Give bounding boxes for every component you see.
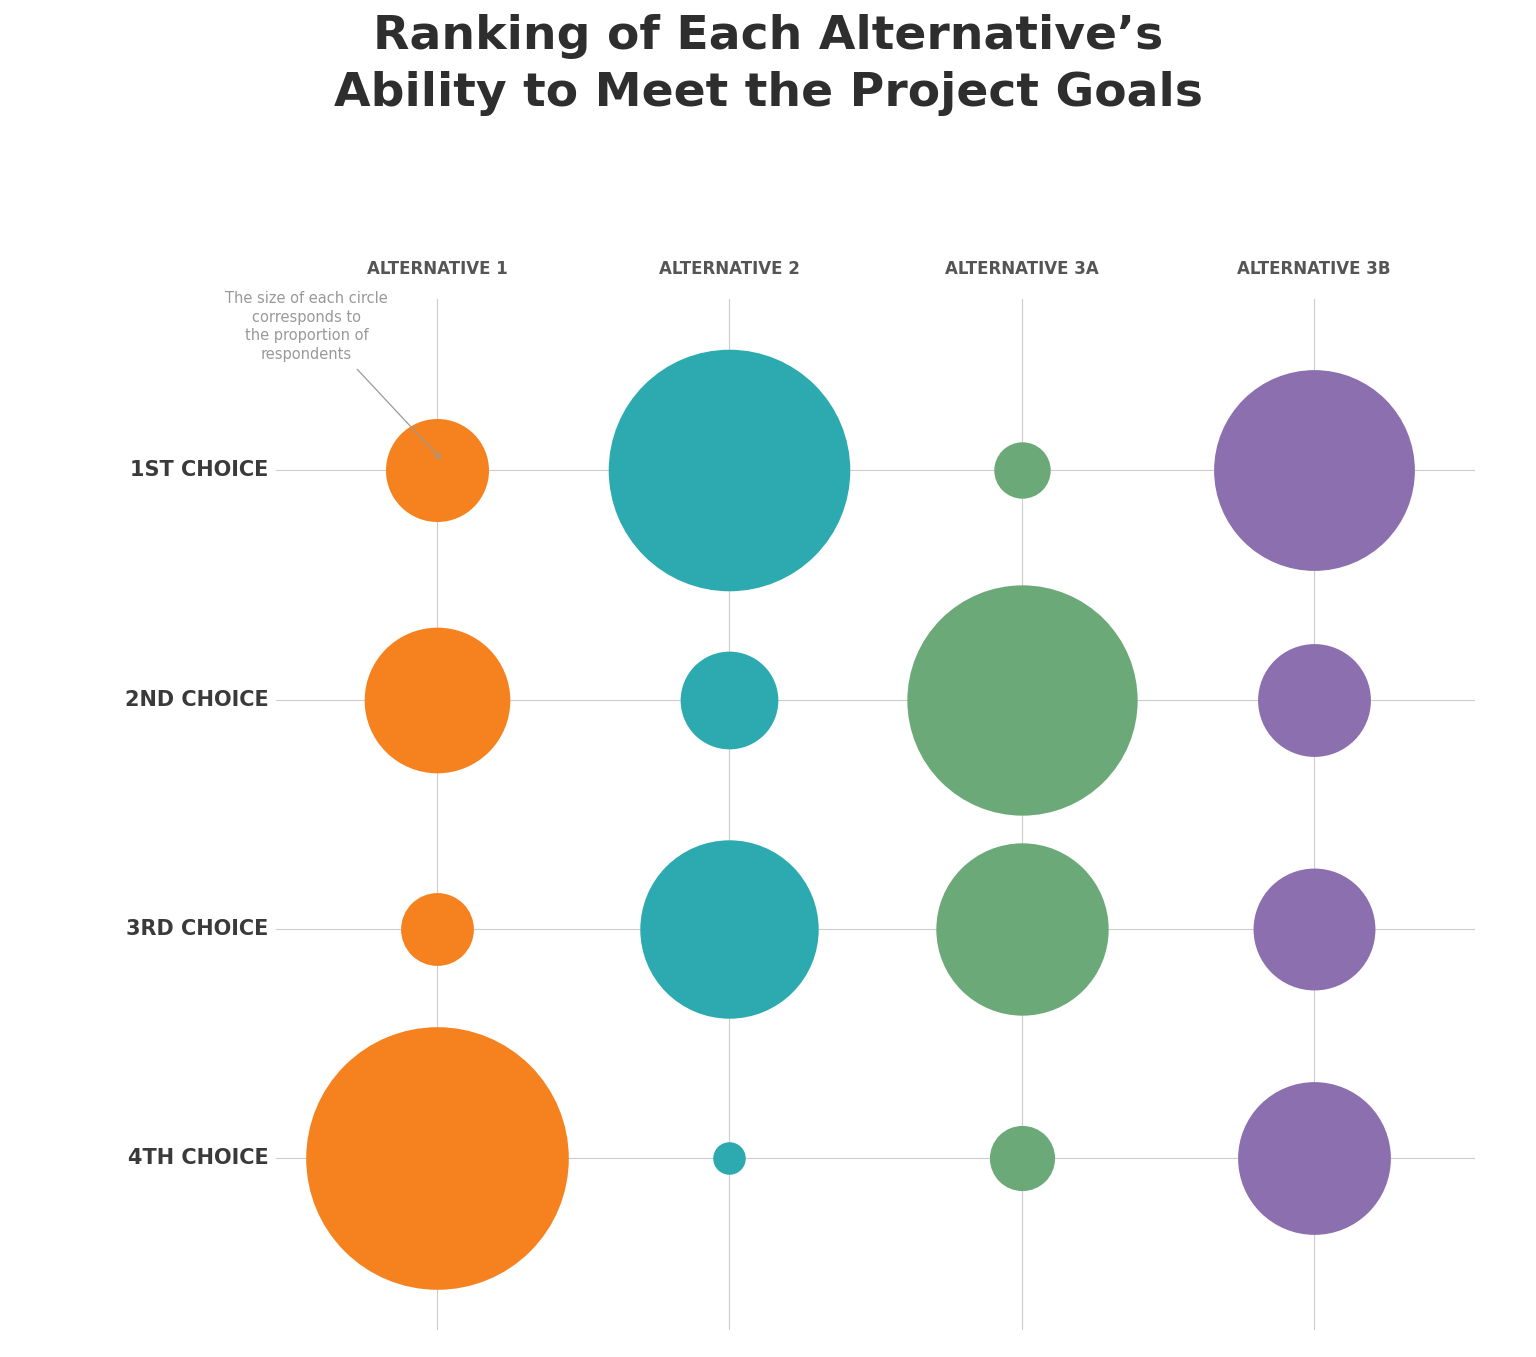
Point: [425, 1147, 450, 1168]
Point: [1301, 1147, 1326, 1168]
Text: 4TH CHOICE: 4TH CHOICE: [127, 1148, 269, 1168]
Text: ALTERNATIVE 3A: ALTERNATIVE 3A: [945, 261, 1098, 278]
Text: Ranking of Each Alternative’s
Ability to Meet the Project Goals: Ranking of Each Alternative’s Ability to…: [333, 14, 1203, 115]
Text: 2ND CHOICE: 2ND CHOICE: [124, 689, 269, 710]
Text: ALTERNATIVE 2: ALTERNATIVE 2: [659, 261, 800, 278]
Text: The size of each circle
corresponds to
the proportion of
respondents: The size of each circle corresponds to t…: [226, 290, 389, 362]
Point: [1009, 689, 1034, 711]
Point: [425, 917, 450, 939]
Point: [1301, 460, 1326, 482]
Point: [1009, 460, 1034, 482]
Point: [425, 689, 450, 711]
Point: [717, 689, 742, 711]
Point: [1009, 1147, 1034, 1168]
Text: ALTERNATIVE 3B: ALTERNATIVE 3B: [1236, 261, 1390, 278]
Text: 3RD CHOICE: 3RD CHOICE: [126, 919, 269, 939]
Point: [717, 917, 742, 939]
Point: [425, 460, 450, 482]
Text: ALTERNATIVE 1: ALTERNATIVE 1: [367, 261, 507, 278]
Point: [1009, 917, 1034, 939]
Point: [717, 460, 742, 482]
Point: [1301, 689, 1326, 711]
Point: [717, 1147, 742, 1168]
Text: 1ST CHOICE: 1ST CHOICE: [131, 460, 269, 480]
Point: [1301, 917, 1326, 939]
